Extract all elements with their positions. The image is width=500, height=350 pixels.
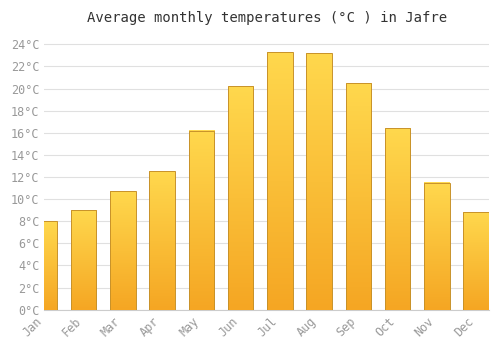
Bar bbox=[150, 172, 175, 310]
Bar bbox=[150, 172, 175, 310]
Title: Average monthly temperatures (°C ) in Jafre: Average monthly temperatures (°C ) in Ja… bbox=[86, 11, 446, 25]
Bar bbox=[32, 221, 57, 310]
Bar bbox=[306, 53, 332, 310]
Bar bbox=[464, 212, 489, 310]
Bar bbox=[306, 53, 332, 310]
Bar bbox=[71, 210, 96, 310]
Bar bbox=[110, 191, 136, 310]
Bar bbox=[424, 183, 450, 310]
Bar bbox=[385, 128, 410, 310]
Bar bbox=[385, 128, 410, 310]
Bar bbox=[346, 83, 371, 310]
Bar bbox=[267, 52, 292, 310]
Bar bbox=[71, 210, 96, 310]
Bar bbox=[188, 131, 214, 310]
Bar bbox=[188, 131, 214, 310]
Bar bbox=[228, 86, 254, 310]
Bar bbox=[228, 86, 254, 310]
Bar bbox=[464, 212, 489, 310]
Bar bbox=[110, 191, 136, 310]
Bar bbox=[267, 52, 292, 310]
Bar bbox=[346, 83, 371, 310]
Bar bbox=[424, 183, 450, 310]
Bar bbox=[32, 221, 57, 310]
